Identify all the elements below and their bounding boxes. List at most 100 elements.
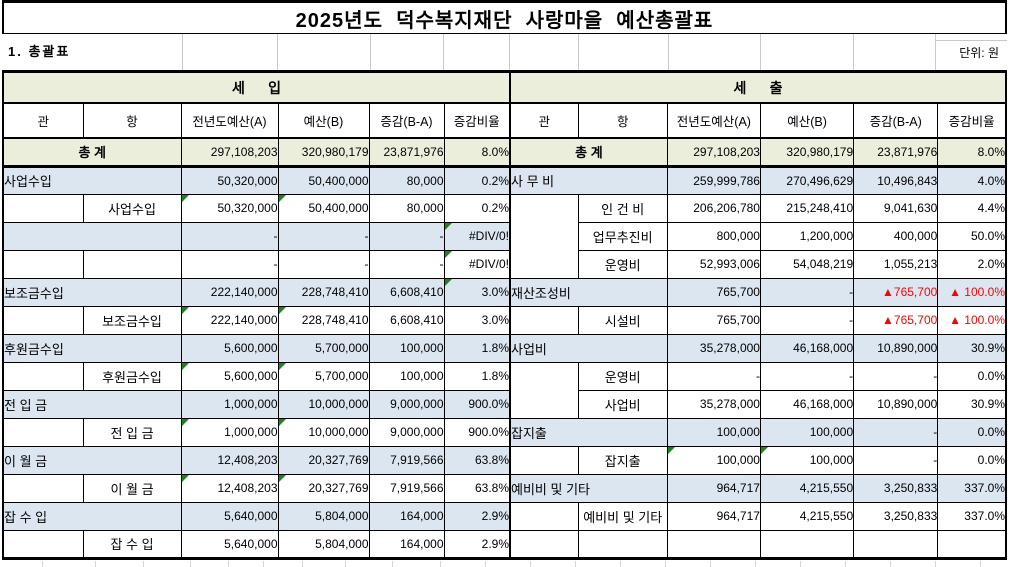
row-label[interactable]: 전 입 금 <box>82 417 182 447</box>
gwan-blank-cell[interactable] <box>509 445 579 475</box>
row-label[interactable]: 사업비 <box>577 389 668 419</box>
cell-a[interactable]: - <box>180 221 279 251</box>
cell-ratio[interactable]: 900.0% <box>443 417 511 447</box>
cell-diff[interactable]: - <box>368 221 445 251</box>
cell-ratio[interactable]: 2.9% <box>443 501 511 531</box>
column-header[interactable]: 증감비율 <box>937 102 1007 139</box>
cell-diff[interactable]: ▲765,700 <box>853 305 939 335</box>
row-label[interactable]: 총 계 <box>2 137 182 168</box>
cell-diff[interactable]: 9,041,630 <box>853 193 939 223</box>
cell-b[interactable]: 46,168,000 <box>759 333 855 363</box>
row-label[interactable]: 이 월 금 <box>82 473 182 503</box>
column-header[interactable]: 전년도예산(A) <box>180 102 279 139</box>
cell-ratio[interactable]: 63.8% <box>443 473 511 503</box>
expenditure-section-header[interactable]: 세 출 <box>509 71 1007 104</box>
gwan-blank-cell[interactable] <box>2 417 84 447</box>
row-label[interactable]: 운영비 <box>577 361 668 391</box>
row-label[interactable]: 이 월 금 <box>2 445 182 475</box>
row-label[interactable]: 보조금수입 <box>2 277 182 307</box>
cell-diff[interactable]: 100,000 <box>368 333 445 363</box>
cell-a[interactable]: 100,000 <box>666 445 761 475</box>
cell-b[interactable]: 4,215,550 <box>759 501 855 531</box>
row-label[interactable]: 재산조성비 <box>509 277 668 307</box>
gwan-blank-cell[interactable] <box>2 529 84 559</box>
cell-ratio[interactable]: 337.0% <box>937 501 1007 531</box>
cell-ratio[interactable]: 0.0% <box>937 445 1007 475</box>
row-label[interactable]: 운영비 <box>577 249 668 279</box>
cell-ratio[interactable]: 3.0% <box>443 305 511 335</box>
column-header[interactable]: 증감(B-A) <box>853 102 939 139</box>
cell-a[interactable]: 206,206,780 <box>666 193 761 223</box>
cell-b[interactable]: 10,000,000 <box>277 417 370 447</box>
cell-b[interactable]: 320,980,179 <box>277 137 370 168</box>
row-label[interactable]: 잡지출 <box>509 417 668 447</box>
cell-ratio[interactable]: 1.8% <box>443 333 511 363</box>
row-label[interactable]: 사 무 비 <box>509 165 668 195</box>
cell-b[interactable]: 10,000,000 <box>277 389 370 419</box>
cell-diff[interactable]: 10,496,843 <box>853 165 939 195</box>
cell-b[interactable]: 5,700,000 <box>277 333 370 363</box>
cell-b[interactable]: - <box>277 221 370 251</box>
cell-b[interactable] <box>759 529 855 559</box>
cell-ratio[interactable]: 50.0% <box>937 221 1007 251</box>
cell-b[interactable]: - <box>759 361 855 391</box>
row-label[interactable] <box>2 221 182 251</box>
cell-b[interactable]: - <box>277 249 370 279</box>
cell-b[interactable]: 100,000 <box>759 445 855 475</box>
gwan-blank-cell[interactable] <box>2 249 84 279</box>
cell-a[interactable]: 297,108,203 <box>666 137 761 168</box>
row-label[interactable]: 사업수입 <box>2 165 182 195</box>
cell-diff[interactable]: - <box>368 249 445 279</box>
cell-diff[interactable] <box>853 529 939 559</box>
cell-ratio[interactable]: 2.0% <box>937 249 1007 279</box>
cell-a[interactable]: 5,640,000 <box>180 501 279 531</box>
cell-a[interactable]: 50,320,000 <box>180 165 279 195</box>
gwan-blank-cell[interactable] <box>2 305 84 335</box>
gwan-blank-cell[interactable] <box>2 193 84 223</box>
cell-diff[interactable]: 100,000 <box>368 361 445 391</box>
cell-diff[interactable]: 6,608,410 <box>368 277 445 307</box>
revenue-section-header[interactable]: 세 입 <box>2 71 511 104</box>
cell-ratio[interactable]: 8.0% <box>443 137 511 168</box>
column-header[interactable]: 예산(B) <box>277 102 370 139</box>
cell-a[interactable] <box>666 529 761 559</box>
row-label[interactable]: 전 입 금 <box>2 389 182 419</box>
cell-a[interactable]: 5,640,000 <box>180 529 279 559</box>
cell-diff[interactable]: 23,871,976 <box>853 137 939 168</box>
cell-diff[interactable]: 80,000 <box>368 165 445 195</box>
cell-b[interactable]: 50,400,000 <box>277 193 370 223</box>
cell-a[interactable]: 5,600,000 <box>180 333 279 363</box>
cell-ratio[interactable]: ▲ 100.0% <box>937 277 1007 307</box>
cell-ratio[interactable]: #DIV/0! <box>443 221 511 251</box>
cell-diff[interactable]: 7,919,566 <box>368 473 445 503</box>
cell-ratio[interactable]: 0.0% <box>937 417 1007 447</box>
row-label[interactable]: 사업비 <box>509 333 668 363</box>
row-label[interactable]: 보조금수입 <box>82 305 182 335</box>
gwan-blank-cell[interactable] <box>509 529 579 559</box>
cell-a[interactable]: - <box>180 249 279 279</box>
gwan-blank-cell[interactable] <box>509 501 579 531</box>
cell-b[interactable]: 5,700,000 <box>277 361 370 391</box>
cell-a[interactable]: 100,000 <box>666 417 761 447</box>
row-label[interactable]: 잡지출 <box>577 445 668 475</box>
cell-ratio[interactable]: 4.0% <box>937 165 1007 195</box>
cell-ratio[interactable]: 3.0% <box>443 277 511 307</box>
column-header[interactable]: 관 <box>2 102 84 139</box>
cell-diff[interactable]: 10,890,000 <box>853 333 939 363</box>
column-header[interactable]: 항 <box>82 102 182 139</box>
column-header[interactable]: 항 <box>577 102 668 139</box>
cell-diff[interactable]: - <box>853 361 939 391</box>
cell-a[interactable]: 259,999,786 <box>666 165 761 195</box>
cell-diff[interactable]: 1,055,213 <box>853 249 939 279</box>
cell-b[interactable]: - <box>759 305 855 335</box>
gwan-blank-cell[interactable] <box>2 361 84 391</box>
column-header[interactable]: 증감(B-A) <box>368 102 445 139</box>
cell-b[interactable]: 100,000 <box>759 417 855 447</box>
cell-b[interactable]: 4,215,550 <box>759 473 855 503</box>
row-label[interactable] <box>82 249 182 279</box>
cell-a[interactable]: 765,700 <box>666 305 761 335</box>
cell-b[interactable]: 215,248,410 <box>759 193 855 223</box>
cell-b[interactable]: 270,496,629 <box>759 165 855 195</box>
row-label[interactable]: 사업수입 <box>82 193 182 223</box>
cell-diff[interactable]: 164,000 <box>368 501 445 531</box>
